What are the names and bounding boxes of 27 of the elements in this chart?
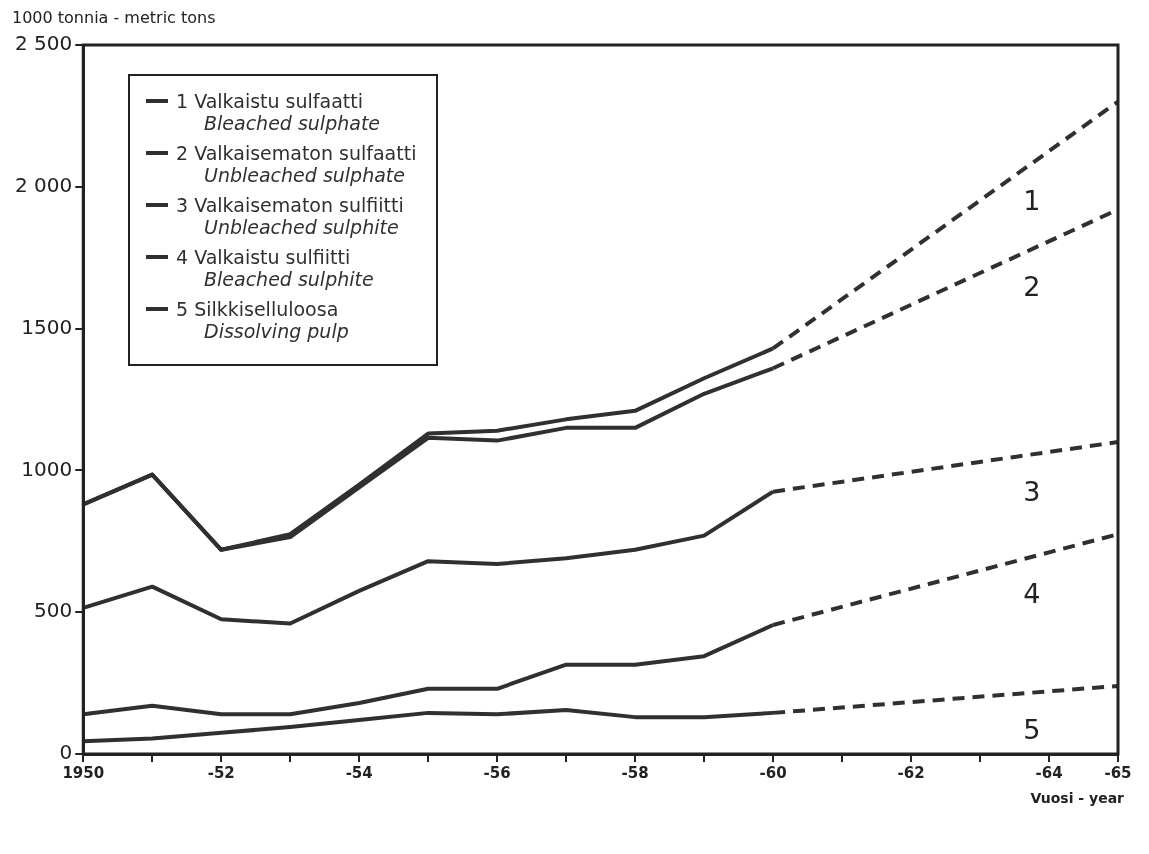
legend-label: 1 Valkaistu sulfaatti Bleached sulphate bbox=[175, 90, 382, 134]
legend-label: 2 Valkaisematon sulfaatti Unbleached sulphate bbox=[175, 142, 417, 186]
y-tick-label: 500 bbox=[34, 598, 73, 623]
x-tick-label: -54 bbox=[345, 763, 373, 782]
annotation: 1 bbox=[1023, 184, 1041, 216]
x-tick-label: -58 bbox=[621, 763, 649, 782]
y-tick-label: 0 bbox=[59, 740, 73, 765]
y-axis-title: 1000 tonnia - metric tons bbox=[11, 8, 217, 29]
x-tick-label: -62 bbox=[897, 763, 925, 782]
annotation: 5 bbox=[1023, 714, 1041, 746]
annotation: 3 bbox=[1023, 475, 1041, 507]
legend-label: 3 Valkaisematon sulfiitti Unbleached sulphite bbox=[175, 194, 405, 238]
x-axis-title: Vuosi - year bbox=[1029, 790, 1125, 806]
legend-label: 5 Silkkiselluloosa Dissolving pulp bbox=[175, 298, 350, 342]
annotation: 2 bbox=[1023, 270, 1041, 302]
x-tick-label: -65 bbox=[1104, 763, 1132, 782]
x-tick-label: 1950 bbox=[62, 763, 105, 782]
x-tick-label: -56 bbox=[483, 763, 511, 782]
legend-label: 4 Valkaistu sulfiitti Bleached sulphite bbox=[175, 246, 375, 290]
annotation: 4 bbox=[1023, 578, 1041, 610]
x-tick-label: -52 bbox=[207, 763, 235, 782]
y-tick-label: 2 500 bbox=[14, 31, 73, 56]
y-tick-label: 2 000 bbox=[14, 173, 73, 197]
x-tick-label: -60 bbox=[759, 763, 787, 782]
x-tick-label: -64 bbox=[1035, 763, 1063, 782]
y-tick-label: 1500 bbox=[21, 314, 73, 339]
y-tick-label: 1000 bbox=[21, 456, 73, 481]
